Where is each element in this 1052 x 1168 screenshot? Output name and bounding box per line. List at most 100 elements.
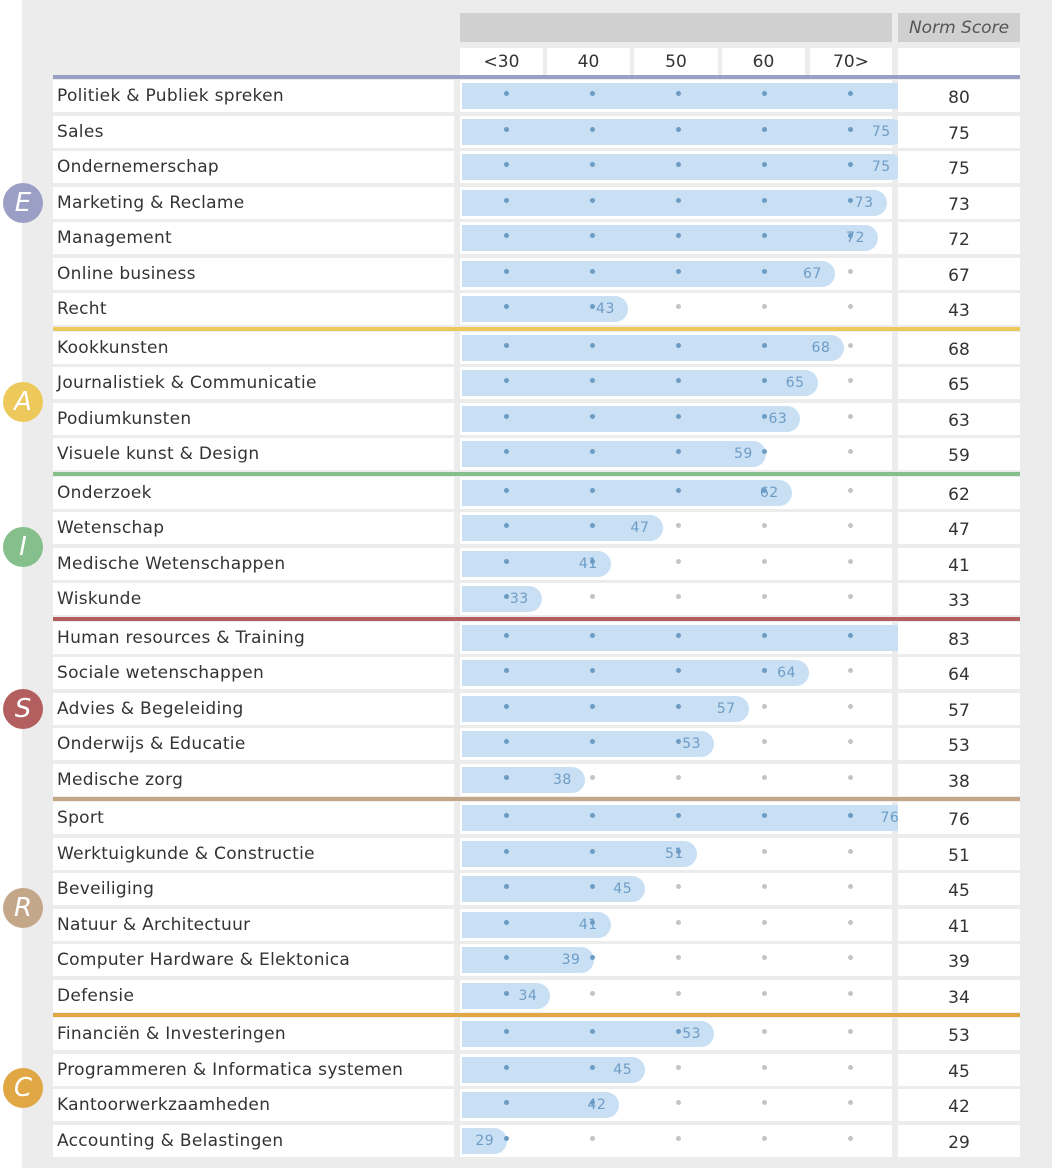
scale-dot	[848, 162, 854, 167]
scale-dot	[589, 1029, 595, 1034]
bar-cell: 63	[460, 402, 892, 435]
scale-dot	[762, 774, 768, 780]
bar-cell: 83	[460, 621, 973, 654]
scale-dot	[848, 523, 854, 528]
scale-dot	[503, 884, 509, 889]
scale-dot	[503, 955, 509, 960]
scale-dot	[848, 813, 854, 818]
group-badge: E	[3, 183, 43, 224]
group-separator	[53, 1013, 1020, 1017]
tick-label: <30	[460, 48, 543, 75]
row-label: Human resources & Training	[53, 621, 454, 654]
group-badge: S	[3, 689, 43, 730]
scale-dot	[503, 126, 509, 132]
norm-score-value: 45	[898, 1053, 1020, 1086]
row-label: Medische zorg	[53, 763, 454, 796]
scale-dot	[503, 558, 509, 564]
bar-value-label: 53	[682, 736, 702, 752]
scale-dot	[503, 1135, 509, 1141]
scale-dot	[762, 990, 768, 996]
scale-dot	[848, 1135, 854, 1141]
row-label: Online business	[53, 257, 454, 290]
scale-dot	[848, 990, 854, 996]
norm-score-value: 83	[898, 621, 1020, 654]
scale-dot	[762, 1135, 768, 1141]
bar-value-label: 75	[871, 123, 891, 140]
score-bar	[462, 840, 698, 867]
scale-dot	[589, 1100, 595, 1105]
row-label: Sales	[53, 115, 454, 148]
score-bar	[462, 731, 715, 757]
table-row: Advies & Begeleiding 57 57	[0, 692, 1052, 725]
bar-cell: 47	[460, 512, 892, 544]
table-row: Programmeren & Informatica systemen 45 45	[0, 1053, 1052, 1086]
scale-dot	[848, 91, 854, 96]
scale-dot	[848, 487, 854, 493]
score-bar	[462, 766, 585, 793]
scale-dot	[675, 378, 681, 383]
table-row: Sales 75 75	[0, 115, 1052, 148]
scale-header-band	[460, 13, 892, 42]
score-bar	[462, 550, 611, 577]
scale-dot	[589, 1135, 595, 1141]
norm-score-value: 29	[898, 1124, 1020, 1157]
scale-dot	[675, 487, 681, 493]
scale-dot	[589, 1064, 595, 1070]
score-bar	[462, 118, 904, 145]
row-label: Wiskunde	[53, 583, 454, 615]
bar-cell: 38	[460, 763, 892, 796]
scale-dot	[503, 268, 509, 274]
scale-dot	[589, 813, 595, 818]
bar-cell: 59	[460, 438, 892, 470]
scale-dot	[589, 739, 595, 744]
group-separator	[53, 471, 1020, 476]
group-badge: A	[3, 381, 43, 422]
scale-dot	[848, 848, 854, 854]
score-bar	[462, 189, 887, 216]
scale-dot	[589, 594, 595, 599]
scale-dot	[762, 919, 768, 925]
row-label: Onderwijs & Educatie	[53, 728, 454, 760]
scale-dot	[762, 1100, 768, 1105]
bar-cell: 67	[460, 257, 892, 290]
scale-dot	[589, 342, 595, 348]
scale-dot	[675, 990, 681, 996]
row-label: Kookkunsten	[53, 331, 454, 364]
norm-score-subheader	[898, 48, 1020, 75]
norm-score-value: 68	[898, 331, 1020, 364]
bar-value-label: 64	[777, 665, 796, 681]
scale-dot	[503, 813, 509, 818]
score-bar	[462, 441, 766, 467]
norm-score-value: 45	[898, 873, 1020, 905]
norm-score-value: 73	[898, 186, 1020, 219]
scale-dot	[503, 848, 509, 854]
scale-dot	[589, 955, 595, 960]
scale-dot	[675, 668, 681, 673]
scale-dot	[675, 884, 681, 889]
row-label: Journalistiek & Communicatie	[53, 367, 454, 399]
bar-value-label: 29	[475, 1132, 495, 1149]
table-row: Defensie 34 34	[0, 979, 1052, 1012]
scale-dot	[762, 162, 768, 167]
bar-cell: 64	[460, 657, 892, 689]
bar-value-label: 65	[785, 375, 805, 391]
tick-label: 50	[634, 48, 718, 75]
bar-cell: 43	[460, 293, 892, 325]
scale-dot	[589, 487, 595, 493]
table-row: Podiumkunsten 63 63	[0, 402, 1052, 435]
scale-dot	[675, 304, 681, 309]
score-bar	[462, 479, 792, 506]
scale-dot	[848, 668, 854, 673]
table-row: Financiën & Investeringen 53 53	[0, 1018, 1052, 1050]
scale-dot	[675, 594, 681, 599]
score-bar	[462, 515, 663, 541]
table-row: Beveiliging 45 45	[0, 873, 1052, 905]
scale-dot	[675, 558, 681, 564]
scale-dot	[589, 268, 595, 274]
scale-dot	[503, 1100, 509, 1105]
scale-dot	[848, 739, 854, 744]
bar-value-label: 45	[613, 881, 633, 897]
scale-dot	[848, 197, 854, 203]
scale-dot	[675, 1064, 681, 1070]
row-label: Visuele kunst & Design	[53, 438, 454, 470]
